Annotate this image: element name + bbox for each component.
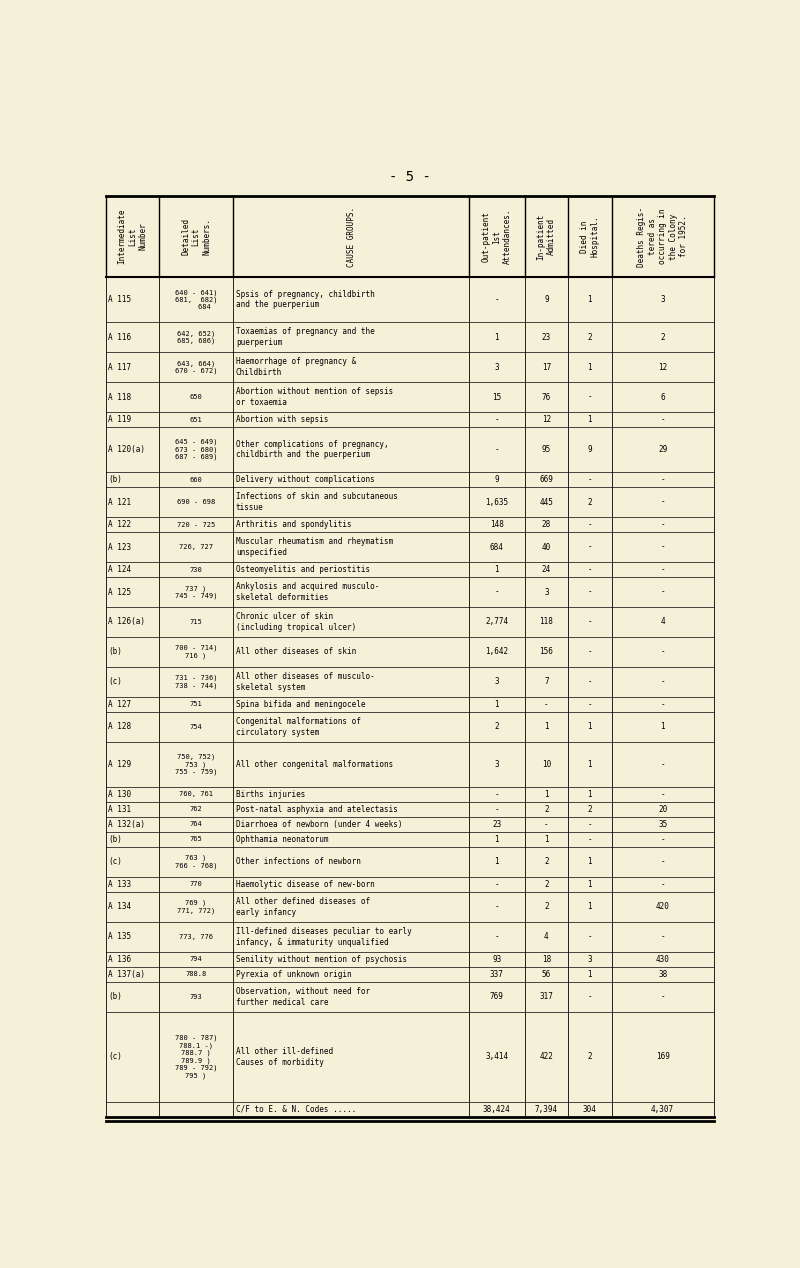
Text: A 135: A 135 <box>108 932 131 941</box>
Text: A 116: A 116 <box>108 332 131 341</box>
Text: 726, 727: 726, 727 <box>179 544 213 550</box>
Text: All other diseases of musculo-
skeletal system: All other diseases of musculo- skeletal … <box>236 672 374 691</box>
Text: 1,642: 1,642 <box>486 648 508 657</box>
Text: 317: 317 <box>539 993 554 1002</box>
Text: Arthritis and spondylitis: Arthritis and spondylitis <box>236 520 351 529</box>
Text: A 119: A 119 <box>108 415 131 424</box>
Text: A 133: A 133 <box>108 880 131 889</box>
Text: 93: 93 <box>492 955 502 964</box>
Text: Delivery without complications: Delivery without complications <box>236 476 374 484</box>
Text: -: - <box>587 932 592 941</box>
Text: 20: 20 <box>658 805 667 814</box>
Text: A 137(a): A 137(a) <box>108 970 145 979</box>
Text: 12: 12 <box>658 363 667 372</box>
Text: Intermediate
List
Number: Intermediate List Number <box>118 209 147 264</box>
Text: 754: 754 <box>190 724 202 730</box>
Text: A 127: A 127 <box>108 700 131 709</box>
Text: A 121: A 121 <box>108 497 131 506</box>
Text: 763 )
766 - 768): 763 ) 766 - 768) <box>175 855 218 869</box>
Text: 764: 764 <box>190 822 202 828</box>
Text: 9: 9 <box>494 476 499 484</box>
Text: Senility without mention of psychosis: Senility without mention of psychosis <box>236 955 407 964</box>
Text: 762: 762 <box>190 806 202 813</box>
Text: 770: 770 <box>190 881 202 888</box>
Text: -: - <box>587 677 592 686</box>
Text: -: - <box>660 880 665 889</box>
Text: -: - <box>494 415 499 424</box>
Text: -: - <box>587 993 592 1002</box>
Text: 76: 76 <box>542 393 551 402</box>
Text: 422: 422 <box>539 1052 554 1061</box>
Text: 1: 1 <box>587 790 592 799</box>
Text: 1: 1 <box>660 723 665 732</box>
Text: (b): (b) <box>108 834 122 844</box>
Text: -: - <box>494 932 499 941</box>
Text: 700 - 714)
716 ): 700 - 714) 716 ) <box>175 645 218 659</box>
Text: 1: 1 <box>587 363 592 372</box>
Text: -: - <box>494 445 499 454</box>
Text: -: - <box>660 497 665 506</box>
Text: 38: 38 <box>658 970 667 979</box>
Text: 751: 751 <box>190 701 202 708</box>
Text: All other ill-defined
Causes of morbidity: All other ill-defined Causes of morbidit… <box>236 1047 333 1066</box>
Text: -: - <box>544 700 549 709</box>
Text: A 124: A 124 <box>108 566 131 574</box>
Text: 1: 1 <box>544 723 549 732</box>
Text: 23: 23 <box>542 332 551 341</box>
Text: 3: 3 <box>494 760 499 768</box>
Text: 1: 1 <box>587 903 592 912</box>
Text: 2: 2 <box>587 805 592 814</box>
Text: 684: 684 <box>490 543 504 552</box>
Text: -: - <box>660 677 665 686</box>
Text: -: - <box>660 790 665 799</box>
Text: Observation, without need for
further medical care: Observation, without need for further me… <box>236 988 370 1007</box>
Text: -: - <box>587 393 592 402</box>
Text: 337: 337 <box>490 970 504 979</box>
Text: Toxaemias of pregnancy and the
puerperium: Toxaemias of pregnancy and the puerperiu… <box>236 327 374 347</box>
Text: 1: 1 <box>494 700 499 709</box>
Text: 6: 6 <box>660 393 665 402</box>
Text: 2: 2 <box>587 497 592 506</box>
Text: -: - <box>587 834 592 844</box>
Text: 3: 3 <box>494 363 499 372</box>
Text: 715: 715 <box>190 619 202 625</box>
Text: -: - <box>587 618 592 626</box>
Text: 643, 664)
670 - 672): 643, 664) 670 - 672) <box>175 360 218 374</box>
Text: 2: 2 <box>494 723 499 732</box>
Text: 2: 2 <box>587 332 592 341</box>
Text: -: - <box>660 566 665 574</box>
Text: 660: 660 <box>190 477 202 483</box>
Text: 730: 730 <box>190 567 202 573</box>
Text: 35: 35 <box>658 820 667 829</box>
Text: A 131: A 131 <box>108 805 131 814</box>
Text: 1: 1 <box>587 970 592 979</box>
Text: 788.8: 788.8 <box>186 971 206 978</box>
Text: 29: 29 <box>658 445 667 454</box>
Text: (b): (b) <box>108 476 122 484</box>
Text: 769: 769 <box>490 993 504 1002</box>
Text: 9: 9 <box>544 295 549 304</box>
Text: 720 - 725: 720 - 725 <box>177 521 215 527</box>
Text: 28: 28 <box>542 520 551 529</box>
Text: 118: 118 <box>539 618 554 626</box>
Text: 95: 95 <box>542 445 551 454</box>
Text: 40: 40 <box>542 543 551 552</box>
Text: 1: 1 <box>544 790 549 799</box>
Text: 3: 3 <box>544 587 549 596</box>
Text: A 134: A 134 <box>108 903 131 912</box>
Text: 304: 304 <box>583 1104 597 1113</box>
Text: 1: 1 <box>587 723 592 732</box>
Text: -: - <box>494 903 499 912</box>
Text: A 130: A 130 <box>108 790 131 799</box>
Text: 765: 765 <box>190 837 202 842</box>
Text: Died in
Hospital.: Died in Hospital. <box>580 216 599 257</box>
Text: A 129: A 129 <box>108 760 131 768</box>
Text: Abortion with sepsis: Abortion with sepsis <box>236 415 328 424</box>
Text: -: - <box>660 543 665 552</box>
Text: -: - <box>494 880 499 889</box>
Text: (c): (c) <box>108 857 122 866</box>
Text: -: - <box>587 520 592 529</box>
Text: 3: 3 <box>494 677 499 686</box>
Text: 750, 752)
753 )
755 - 759): 750, 752) 753 ) 755 - 759) <box>175 753 218 775</box>
Text: Post-natal asphyxia and atelectasis: Post-natal asphyxia and atelectasis <box>236 805 398 814</box>
